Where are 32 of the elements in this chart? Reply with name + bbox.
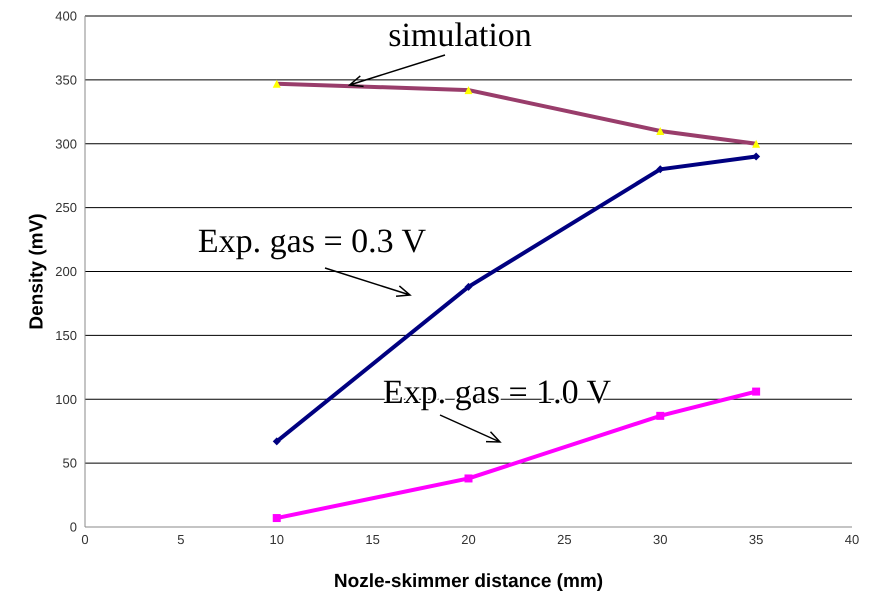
x-tick-label: 5 [177, 532, 184, 548]
y-tick-label: 250 [55, 200, 77, 216]
point [752, 388, 760, 396]
y-tick-label: 400 [55, 8, 77, 24]
point [464, 474, 472, 482]
annotation: simulation [388, 17, 532, 54]
x-tick-label: 15 [365, 532, 380, 548]
point [272, 80, 281, 88]
x-tick-label: 30 [653, 532, 668, 548]
point [464, 282, 472, 291]
y-tick-label: 100 [55, 392, 77, 407]
point [656, 412, 664, 420]
y-tick-label: 200 [55, 264, 77, 280]
annotation: Exp. gas = 0.3 V [198, 223, 427, 260]
point [464, 86, 472, 94]
x-tick-label: 40 [844, 532, 860, 548]
point [752, 140, 760, 148]
x-tick-label: 35 [748, 532, 764, 548]
point [656, 126, 664, 135]
x-tick-label: 10 [270, 532, 284, 548]
y-axis-title: Density (mV) [26, 213, 48, 330]
y-tick-label: 150 [55, 328, 77, 343]
x-tick-label: 25 [557, 532, 572, 548]
y-tick-label: 50 [62, 456, 77, 471]
x-tick-label: 20 [461, 532, 476, 548]
point [272, 437, 281, 446]
x-axis-title: Nozle-skimmer distance (mm) [334, 571, 604, 592]
y-tick-label: 300 [55, 136, 77, 152]
point [272, 514, 281, 522]
y-tick-label: 350 [55, 72, 77, 88]
x-tick-label: 0 [81, 532, 89, 548]
y-tick-label: 0 [70, 520, 77, 535]
